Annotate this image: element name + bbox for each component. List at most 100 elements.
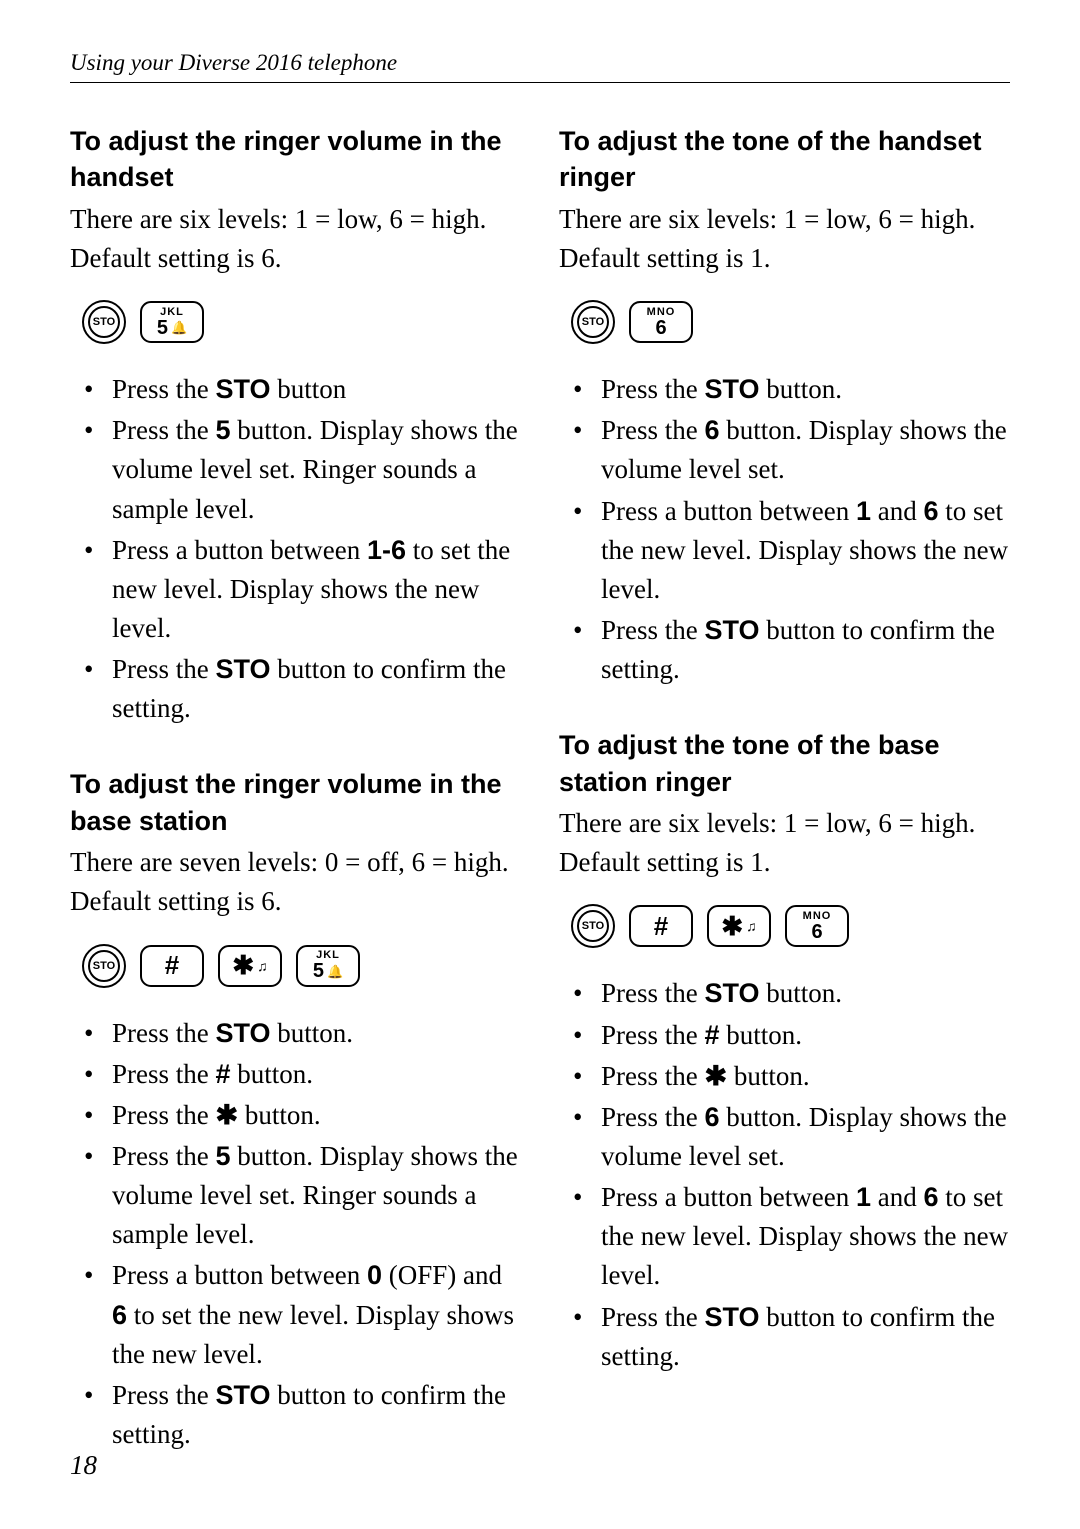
key-main: ✱ ♫ [721,916,756,937]
step: Press the ✱ button. [70,1096,521,1135]
key-top: MNO [647,307,676,318]
step: Press the # button. [559,1016,1010,1055]
t: button. [720,1020,803,1050]
sto-button-icon: STO [82,944,126,988]
right-column: To adjust the tone of the handset ringer… [559,123,1010,1492]
key-symbol: ✱ [721,916,743,937]
t: STO [705,1302,760,1332]
t: button [271,374,347,404]
t: Press the [601,1020,705,1050]
note-icon: ♫ [257,959,268,973]
header-rule [70,82,1010,83]
key-main: # [654,916,668,937]
t: button. [760,978,843,1008]
sto-label: STO [582,920,604,932]
sto-button-icon: STO [571,300,615,344]
section-handset-volume: To adjust the ringer volume in the hands… [70,123,521,728]
step: Press the STO button. [70,1014,521,1053]
section-intro: There are six levels: 1 = low, 6 = high.… [559,200,1010,278]
t: button. [271,1018,354,1048]
t: STO [705,615,760,645]
key-star-icon: ✱ ♫ [218,945,282,987]
key-digit: 5 [157,318,168,338]
t: 5 [216,415,231,445]
t: Press a button between [601,496,856,526]
key-main: 6 [811,922,822,942]
button-row: STO # ✱ ♫ MNO 6 [571,904,1010,948]
t: Press the [112,1059,216,1089]
key-main: # [165,955,179,976]
sto-label: STO [93,316,115,328]
running-header: Using your Diverse 2016 telephone [70,50,1010,76]
t: 1 [856,1182,871,1212]
key-symbol: # [654,916,668,937]
step: Press the 5 button. Display shows the vo… [70,1137,521,1254]
t: button. [727,1061,810,1091]
page: Using your Diverse 2016 telephone To adj… [0,0,1080,1529]
bell-icon: 🔔 [327,965,343,978]
t: 1 [856,496,871,526]
section-intro: There are six levels: 1 = low, 6 = high.… [70,200,521,278]
t: Press the [601,374,705,404]
section-title: To adjust the tone of the handset ringer [559,123,1010,196]
step: Press the STO button to confirm the sett… [559,611,1010,689]
step: Press the 6 button. Display shows the vo… [559,1098,1010,1176]
section-base-tone: To adjust the tone of the base station r… [559,727,1010,1376]
steps-list: Press the STO button Press the 5 button.… [70,370,521,728]
t: STO [216,1380,271,1410]
t: 5 [216,1141,231,1171]
t: and [871,1182,923,1212]
t: Press the [601,1102,705,1132]
sto-button-icon: STO [82,300,126,344]
page-number: 18 [70,1450,97,1481]
button-row: STO MNO 6 [571,300,1010,344]
step: Press a button between 1 and 6 to set th… [559,1178,1010,1295]
t: STO [216,654,271,684]
steps-list: Press the STO button. Press the # button… [70,1014,521,1455]
t: Press the [601,1302,705,1332]
steps-list: Press the STO button. Press the # button… [559,974,1010,1375]
t: 6 [705,415,720,445]
t: ✱ [216,1100,239,1130]
key-hash-icon: # [140,945,204,987]
t: 0 [367,1260,382,1290]
key-main: 5 🔔 [157,318,187,338]
note-icon: ♫ [746,919,757,933]
sto-label: STO [93,960,115,972]
t: Press a button between [112,1260,367,1290]
t: to set the new level. Display shows the … [112,1300,514,1369]
t: Press the [112,1380,216,1410]
t: Press a button between [601,1182,856,1212]
t: STO [216,374,271,404]
step: Press the # button. [70,1055,521,1094]
section-title: To adjust the ringer volume in the base … [70,766,521,839]
t: Press the [112,415,216,445]
key-digit: 6 [811,922,822,942]
step: Press the STO button to confirm the sett… [70,650,521,728]
t: 1-6 [367,535,406,565]
section-intro: There are six levels: 1 = low, 6 = high.… [559,804,1010,882]
t: 6 [923,496,938,526]
t: button. [231,1059,314,1089]
step: Press the STO button. [559,370,1010,409]
t: ✱ [705,1061,728,1091]
t: Press the [601,615,705,645]
section-title: To adjust the tone of the base station r… [559,727,1010,800]
t: Press the [601,978,705,1008]
key-top: JKL [160,307,184,318]
t: Press the [112,654,216,684]
t: (OFF) and [382,1260,502,1290]
t: STO [705,374,760,404]
key-5-icon: JKL 5 🔔 [296,945,360,987]
section-handset-tone: To adjust the tone of the handset ringer… [559,123,1010,689]
t: Press the [112,1018,216,1048]
t: button. [238,1100,321,1130]
columns: To adjust the ringer volume in the hands… [70,123,1010,1492]
key-6-icon: MNO 6 [785,905,849,947]
t: Press a button between [112,535,367,565]
t: # [216,1059,231,1089]
left-column: To adjust the ringer volume in the hands… [70,123,521,1492]
button-row: STO JKL 5 🔔 [82,300,521,344]
key-main: 5 🔔 [313,961,343,981]
step: Press the STO button [70,370,521,409]
